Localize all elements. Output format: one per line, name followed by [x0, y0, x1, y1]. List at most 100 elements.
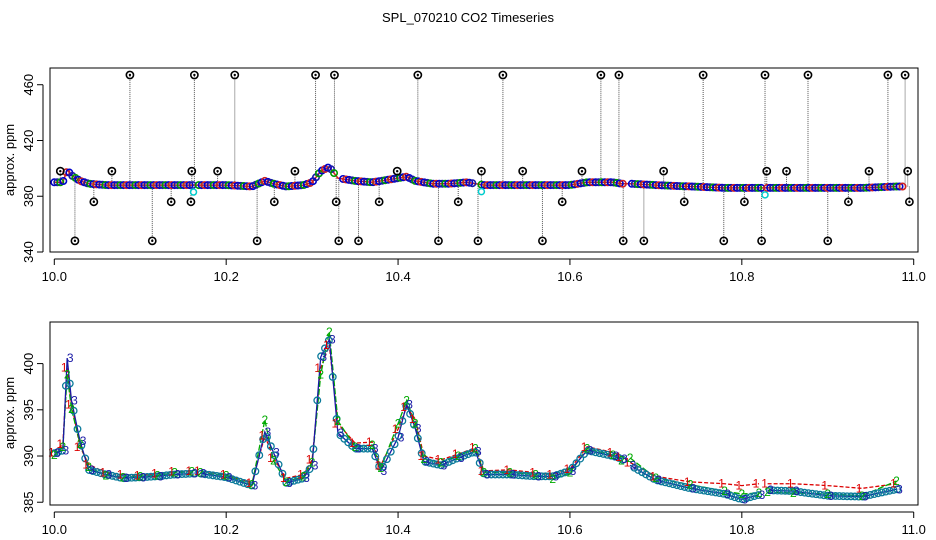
series-2-marker: 2 [223, 468, 230, 482]
y-tick-label: 380 [21, 185, 36, 207]
series-3-marker: 3 [381, 464, 388, 478]
spike-point-center [377, 200, 381, 204]
series-3-marker: 3 [200, 467, 207, 481]
series-1-marker: 1 [607, 445, 614, 459]
data-point [444, 457, 453, 466]
data-point [487, 470, 496, 479]
data-point [649, 474, 658, 483]
series-1-marker: 1 [856, 481, 863, 495]
data-point [618, 455, 627, 464]
data-point [657, 477, 666, 486]
spike-point [331, 197, 341, 207]
data-point [54, 448, 63, 456]
series-3-marker: 3 [71, 394, 78, 408]
data-point [251, 467, 260, 476]
spike-point [618, 236, 628, 246]
spike-point-center [806, 73, 810, 77]
data-point [398, 416, 407, 425]
series-2-marker: 2 [395, 417, 402, 431]
data-point [139, 473, 148, 482]
series-3-marker: 3 [621, 452, 628, 466]
data-point [568, 463, 577, 472]
data-point [351, 444, 360, 453]
series-3-marker: 3 [191, 467, 198, 481]
data-point [363, 444, 372, 453]
spike-point [230, 70, 240, 80]
data-point [290, 476, 299, 485]
data-point [73, 425, 82, 433]
series-1-marker: 1 [168, 465, 175, 479]
spike-point-center [333, 73, 336, 77]
baseline-point [615, 179, 624, 188]
data-point [243, 480, 252, 489]
spike-point [187, 166, 197, 176]
spike-point-center [73, 239, 77, 243]
spike-point-center [59, 169, 62, 173]
data-point [321, 344, 329, 353]
series-1-marker: 1 [194, 464, 201, 478]
spike-point-center [334, 200, 338, 204]
data-point [603, 450, 612, 459]
series-1-marker: 1 [503, 463, 510, 477]
series-2-marker: 2 [584, 442, 591, 456]
spike-point [477, 166, 486, 176]
data-point [560, 468, 569, 477]
baseline-point [618, 179, 627, 188]
spike-point [762, 166, 772, 176]
series-1-marker: 1 [452, 447, 459, 461]
spike-point-center [416, 73, 420, 77]
series-3-marker: 3 [286, 476, 293, 490]
data-point [119, 474, 128, 483]
data-point [174, 470, 183, 479]
data-point [746, 493, 755, 502]
series-2-marker: 2 [64, 368, 71, 382]
data-point [65, 379, 74, 388]
series-2-marker: 2 [317, 368, 324, 382]
data-point [754, 491, 763, 500]
series-1-marker: 1 [297, 468, 304, 482]
series-1-marker: 1 [332, 417, 339, 431]
data-point [742, 494, 751, 503]
series-3-marker: 3 [441, 458, 448, 472]
y-tick-label: 395 [21, 399, 36, 421]
series-3-marker: 3 [320, 350, 327, 364]
data-point [669, 480, 678, 489]
spike-point [55, 166, 65, 176]
data-point [696, 486, 705, 494]
series-2-marker: 2 [627, 451, 634, 465]
series-3-marker: 3 [372, 442, 379, 456]
series-2-marker: 2 [610, 448, 617, 462]
data-point [653, 476, 662, 485]
series-1-marker: 1 [718, 477, 725, 491]
data-point [785, 487, 794, 495]
data-point [112, 472, 121, 481]
series-1-marker: 1 [409, 412, 416, 426]
data-point [893, 485, 902, 494]
series-3-marker: 3 [613, 449, 620, 463]
spike-point-center [216, 169, 219, 173]
top-panel: 10.0 10.2 10.4 10.6 10.8 11.0 340 380 420 460 app… [2, 67, 926, 284]
data-point [104, 471, 113, 480]
series-3-marker: 3 [896, 482, 903, 496]
data-point [143, 472, 152, 481]
data-point [661, 478, 670, 487]
data-point [328, 372, 337, 381]
data-point [471, 448, 480, 457]
data-point [529, 472, 538, 481]
series-2-marker: 2 [85, 460, 92, 474]
baseline-point [185, 181, 194, 190]
data-point [371, 452, 380, 461]
series-3-marker: 3 [690, 481, 697, 495]
series-2-marker: 2 [859, 489, 866, 503]
spike-point-center [847, 200, 850, 204]
series-1-marker: 1 [787, 477, 794, 491]
data-point [819, 491, 828, 500]
y-tick-label: 460 [21, 74, 36, 96]
data-point [232, 476, 241, 485]
data-point [556, 469, 565, 478]
data-point [197, 469, 206, 478]
spike-point [843, 197, 853, 207]
data-point [278, 469, 287, 478]
data-point [235, 477, 244, 486]
data-point [611, 452, 620, 461]
